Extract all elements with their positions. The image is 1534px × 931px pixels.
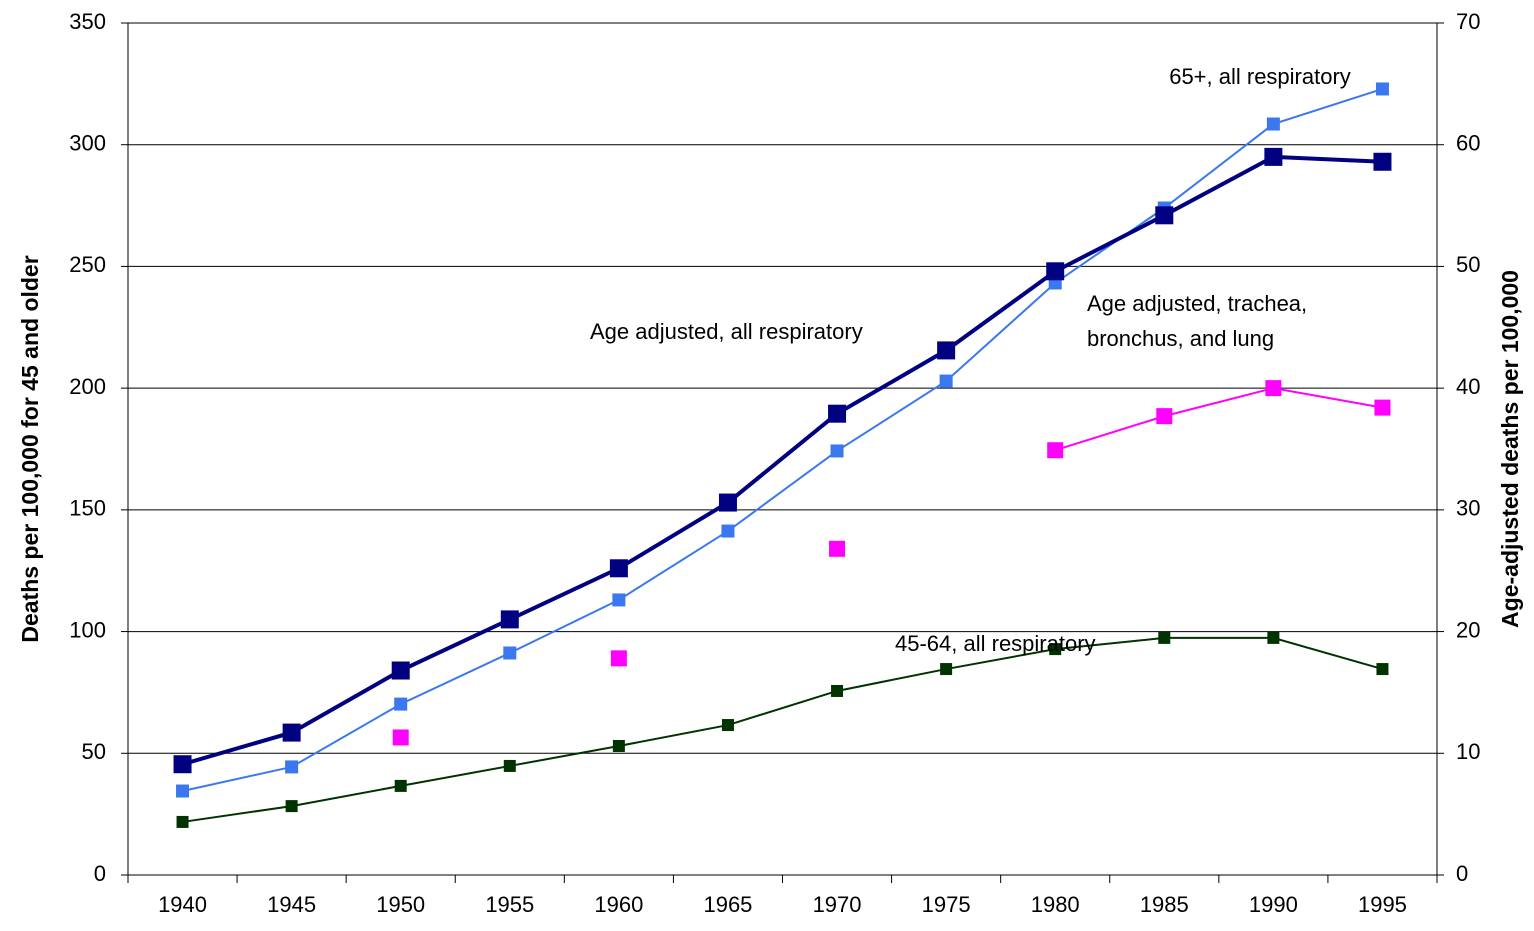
y2-axis-title: Age-adjusted deaths per 100,000 [1497,270,1523,628]
series-line [182,636,1383,823]
marker [394,779,407,792]
marker [503,759,516,772]
x-tick-label: 1970 [813,892,862,917]
y-tick-label: 100 [69,617,106,642]
marker [1049,643,1062,656]
y2-tick-label: 30 [1456,496,1480,521]
marker [937,341,956,360]
marker [285,800,298,813]
marker [939,374,953,388]
y2-tick-label: 20 [1456,617,1480,642]
y2-tick-label: 70 [1456,9,1480,34]
y-axis-title: Deaths per 100,000 for 45 and older [17,255,43,642]
x-tick-label: 1945 [267,892,316,917]
marker [285,760,299,774]
series-label: Age adjusted, trachea, [1087,291,1307,316]
x-tick-label: 1985 [1140,892,1189,917]
marker [500,610,519,629]
series-line [182,88,1383,792]
marker [1046,262,1065,281]
marker [176,815,189,828]
marker [1265,380,1282,397]
marker [1155,206,1174,225]
marker [503,646,517,660]
y-tick-label: 300 [69,131,106,156]
marker [391,661,410,680]
marker [1376,663,1389,676]
marker [612,593,626,607]
marker [1267,631,1280,644]
y2-tick-label: 10 [1456,739,1480,764]
marker [1264,147,1283,166]
x-tick-label: 1965 [703,892,752,917]
x-tick-label: 1950 [376,892,425,917]
x-tick-label: 1995 [1358,892,1407,917]
marker [721,719,734,732]
marker [394,697,408,711]
y2-tick-label: 40 [1456,374,1480,399]
marker [829,540,846,557]
marker [940,663,953,676]
x-tick-label: 1990 [1249,892,1298,917]
y-tick-label: 350 [69,9,106,34]
y-tick-label: 0 [94,861,106,886]
marker [609,559,628,578]
x-tick-label: 1955 [485,892,534,917]
y-tick-label: 50 [82,739,106,764]
series-line [181,154,1383,767]
marker [830,444,844,458]
marker [1047,442,1064,459]
marker [721,524,735,538]
series-label: 45-64, all respiratory [895,631,1096,656]
marker [831,684,844,697]
x-tick-label: 1975 [922,892,971,917]
series-label: bronchus, and lung [1087,326,1274,351]
marker [1375,82,1389,96]
x-tick-label: 1940 [158,892,207,917]
marker [176,784,190,798]
series-line [1054,387,1383,452]
marker [1158,631,1171,644]
marker [1374,399,1391,416]
series-label: Age adjusted, all respiratory [590,319,863,344]
y-tick-label: 250 [69,252,106,277]
marker [612,739,625,752]
marker [1156,408,1173,425]
marker [392,729,409,746]
series-label: 65+, all respiratory [1169,64,1351,89]
y-tick-label: 200 [69,374,106,399]
y-tick-label: 150 [69,496,106,521]
marker [718,493,737,512]
x-tick-label: 1980 [1031,892,1080,917]
y2-tick-label: 0 [1456,861,1468,886]
marker [173,755,192,774]
marker [282,723,301,742]
marker [610,650,627,667]
marker [1373,152,1392,171]
marker [1266,117,1280,131]
x-tick-label: 1960 [594,892,643,917]
y2-tick-label: 60 [1456,131,1480,156]
y2-tick-label: 50 [1456,252,1480,277]
marker [828,404,847,423]
